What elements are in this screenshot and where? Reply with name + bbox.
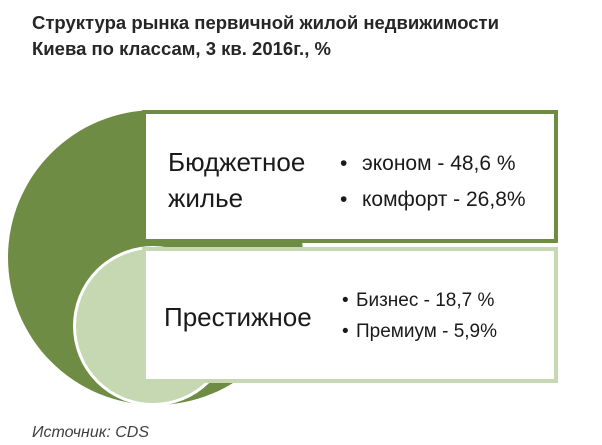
- segment-label-budget: Бюджетное жилье: [168, 144, 328, 216]
- list-item: • Премиум - 5,9%: [342, 316, 497, 347]
- item-text: эконом - 48,6 %: [362, 152, 516, 175]
- list-item: • Бизнес - 18,7 %: [342, 285, 497, 316]
- item-text: Бизнес - 18,7 %: [356, 290, 495, 311]
- title-line-1: Структура рынка первичной жилой недвижим…: [32, 12, 499, 33]
- segment-label-prestige: Престижное: [164, 299, 312, 335]
- segment-label-line: жилье: [168, 183, 244, 213]
- segment-box-prestige: Престижное • Бизнес - 18,7 % • Премиум - 5…: [142, 247, 558, 383]
- segment-box-budget: Бюджетное жилье • эконом - 48,6 % • комфор…: [142, 110, 558, 243]
- bullet-icon: •: [342, 321, 349, 342]
- bullet-icon: •: [342, 290, 349, 311]
- segment-label-line: Бюджетное: [168, 147, 306, 177]
- title-line-2: Киева по классам, 3 кв. 2016г., %: [32, 38, 331, 59]
- diagram-title: Структура рынка первичной жилой недвижим…: [32, 10, 577, 62]
- segment-items-prestige: • Бизнес - 18,7 % • Премиум - 5,9%: [342, 285, 497, 347]
- bullet-icon: •: [340, 152, 348, 175]
- segment-items-budget: • эконом - 48,6 % • комфорт - 26,8%: [340, 146, 526, 218]
- source-note: Источник: CDS: [32, 424, 149, 441]
- item-text: Премиум - 5,9%: [356, 321, 498, 342]
- bullet-icon: •: [340, 188, 348, 211]
- segment-label-line: Престижное: [164, 302, 312, 332]
- item-text: комфорт - 26,8%: [362, 188, 526, 211]
- list-item: • комфорт - 26,8%: [340, 182, 526, 218]
- list-item: • эконом - 48,6 %: [340, 146, 526, 182]
